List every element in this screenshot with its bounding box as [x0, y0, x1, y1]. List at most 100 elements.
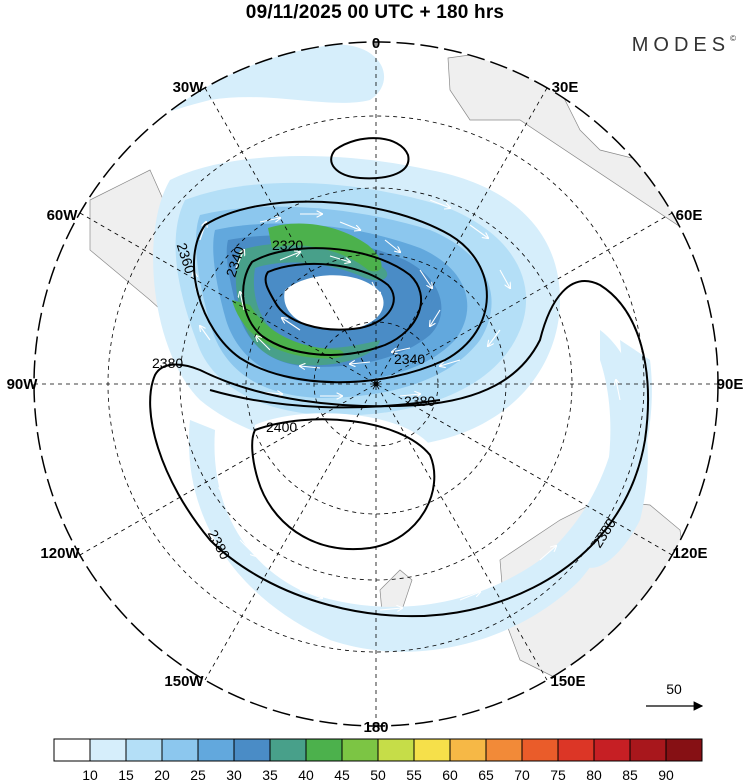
colorbar-box [341, 738, 379, 762]
contour-2360-south [330, 137, 410, 180]
colorbar-tick-label: 45 [334, 767, 350, 782]
meridian-label: 90W [7, 376, 39, 393]
contour-2320 [264, 262, 395, 331]
vector [399, 394, 420, 396]
shade-high-clear [255, 413, 437, 552]
colorbar-box [557, 738, 595, 762]
meridian-label: 120E [672, 545, 707, 562]
colorbar-tick-label: 65 [478, 767, 494, 782]
colorbar-box [485, 738, 523, 762]
contour-label: 2400 [266, 419, 297, 435]
polar-map: 2320 2340 2340 2360 2380 2380 2380 2380 … [7, 35, 744, 736]
colorbar-tick-label: 50 [370, 767, 386, 782]
vector [342, 319, 361, 328]
colorbar: 10 15 20 25 30 35 40 45 50 55 60 65 70 75 80 85 90 [53, 738, 703, 782]
brand-logo: MODES© [632, 34, 736, 57]
meridian-label: 60W [47, 207, 79, 224]
colorbar-box [269, 738, 307, 762]
vector [419, 269, 432, 288]
vector [339, 221, 360, 230]
contour-label: 2380 [152, 355, 183, 371]
vector [279, 252, 300, 261]
colorbar-box [449, 738, 487, 762]
contour-2400 [251, 418, 436, 551]
vector [256, 336, 271, 351]
shade-low-clear [284, 275, 384, 330]
meridian-line [204, 87, 548, 681]
meridian-label: 90E [717, 376, 744, 393]
vector [240, 292, 245, 311]
contour-2360 [192, 200, 488, 384]
colorbar-box [89, 738, 127, 762]
brand-name: MODES [631, 34, 731, 56]
height-contours [149, 137, 649, 618]
colorbar-box [233, 738, 271, 762]
graticule [34, 42, 718, 726]
vector [488, 329, 501, 346]
colorbar-box [305, 738, 343, 762]
colorbar-tick-label: 25 [190, 767, 206, 782]
meridian-label: 120W [40, 545, 80, 562]
map-boundary [33, 41, 719, 727]
colorbar-tick-label: 80 [586, 767, 602, 782]
reference-vector: 50 [646, 681, 704, 711]
contour-label: 2340 [394, 351, 425, 367]
brand-mark: © [730, 34, 736, 43]
meridian-label: 150E [550, 673, 585, 690]
south-pole-dot [373, 381, 379, 387]
meridian-label: 30E [552, 79, 579, 96]
shade-east-streak [580, 330, 648, 568]
colorbar-tick-label: 85 [622, 767, 638, 782]
meridian-label: 60E [676, 207, 703, 224]
vector [459, 592, 480, 601]
vector [329, 255, 350, 262]
vector [200, 326, 211, 341]
colorbar-tick-label: 70 [514, 767, 530, 782]
contour-2380-inner [209, 389, 441, 409]
colorbar-tick-label: 15 [118, 767, 134, 782]
colorbar-box [521, 738, 559, 762]
meridian-label: 150W [164, 673, 204, 690]
vector [430, 309, 441, 326]
colorbar-box [125, 738, 163, 762]
vector [469, 224, 488, 238]
colorbar-tick-label: 90 [658, 767, 674, 782]
vector [599, 450, 606, 471]
colorbar-box [629, 738, 667, 762]
colorbar-box [593, 738, 631, 762]
vector [300, 366, 321, 368]
colorbar-boxes [53, 738, 703, 762]
colorbar-tick-label: 10 [82, 767, 98, 782]
reference-vector-label: 50 [666, 681, 682, 697]
vector [539, 546, 556, 561]
vector [384, 239, 400, 252]
meridian-line [79, 212, 673, 556]
colorbar-box [665, 738, 703, 762]
meridian-labels: 0 30E 60E 90E 120E 150E 180 150W 120W 90… [7, 35, 744, 736]
vector [259, 218, 280, 223]
colorbar-tick-label: 30 [226, 767, 242, 782]
meridian-label: 30W [173, 79, 205, 96]
contour-2380-south [149, 280, 649, 618]
colorbar-tick-label: 55 [406, 767, 422, 782]
wind-vectors [194, 199, 621, 610]
vector [235, 250, 244, 269]
colorbar-box [413, 738, 451, 762]
vector [239, 539, 256, 556]
colorbar-tick-label: 20 [154, 767, 170, 782]
colorbar-tick-label: 75 [550, 767, 566, 782]
vector [429, 199, 450, 208]
vector [440, 359, 461, 366]
vector [379, 608, 402, 610]
colorbar-box [161, 738, 199, 762]
meridian-line [79, 212, 673, 556]
vector [299, 589, 322, 598]
colorbar-ticks: 10 15 20 25 30 35 40 45 50 55 60 65 70 75 80 85 90 [82, 767, 674, 782]
vector [282, 318, 301, 331]
colorbar-box [53, 738, 91, 762]
colorbar-box [197, 738, 235, 762]
meridian-label: 180 [363, 719, 388, 736]
vector [350, 362, 371, 364]
contour-2340 [242, 247, 423, 356]
colorbar-tick-label: 40 [298, 767, 314, 782]
